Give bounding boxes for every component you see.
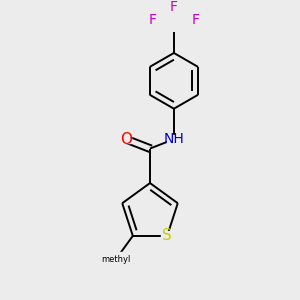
Bar xyxy=(167,135,181,143)
Bar xyxy=(170,3,178,10)
Bar xyxy=(97,252,134,268)
Text: O: O xyxy=(120,132,132,147)
Text: F: F xyxy=(149,13,157,27)
Bar xyxy=(122,135,131,143)
Text: S: S xyxy=(162,228,172,243)
Bar xyxy=(149,16,157,23)
Text: F: F xyxy=(170,0,178,14)
Text: F: F xyxy=(191,13,199,27)
Bar xyxy=(191,16,199,23)
Text: NH: NH xyxy=(164,132,184,146)
Text: methyl: methyl xyxy=(101,255,130,264)
Bar xyxy=(161,231,173,241)
